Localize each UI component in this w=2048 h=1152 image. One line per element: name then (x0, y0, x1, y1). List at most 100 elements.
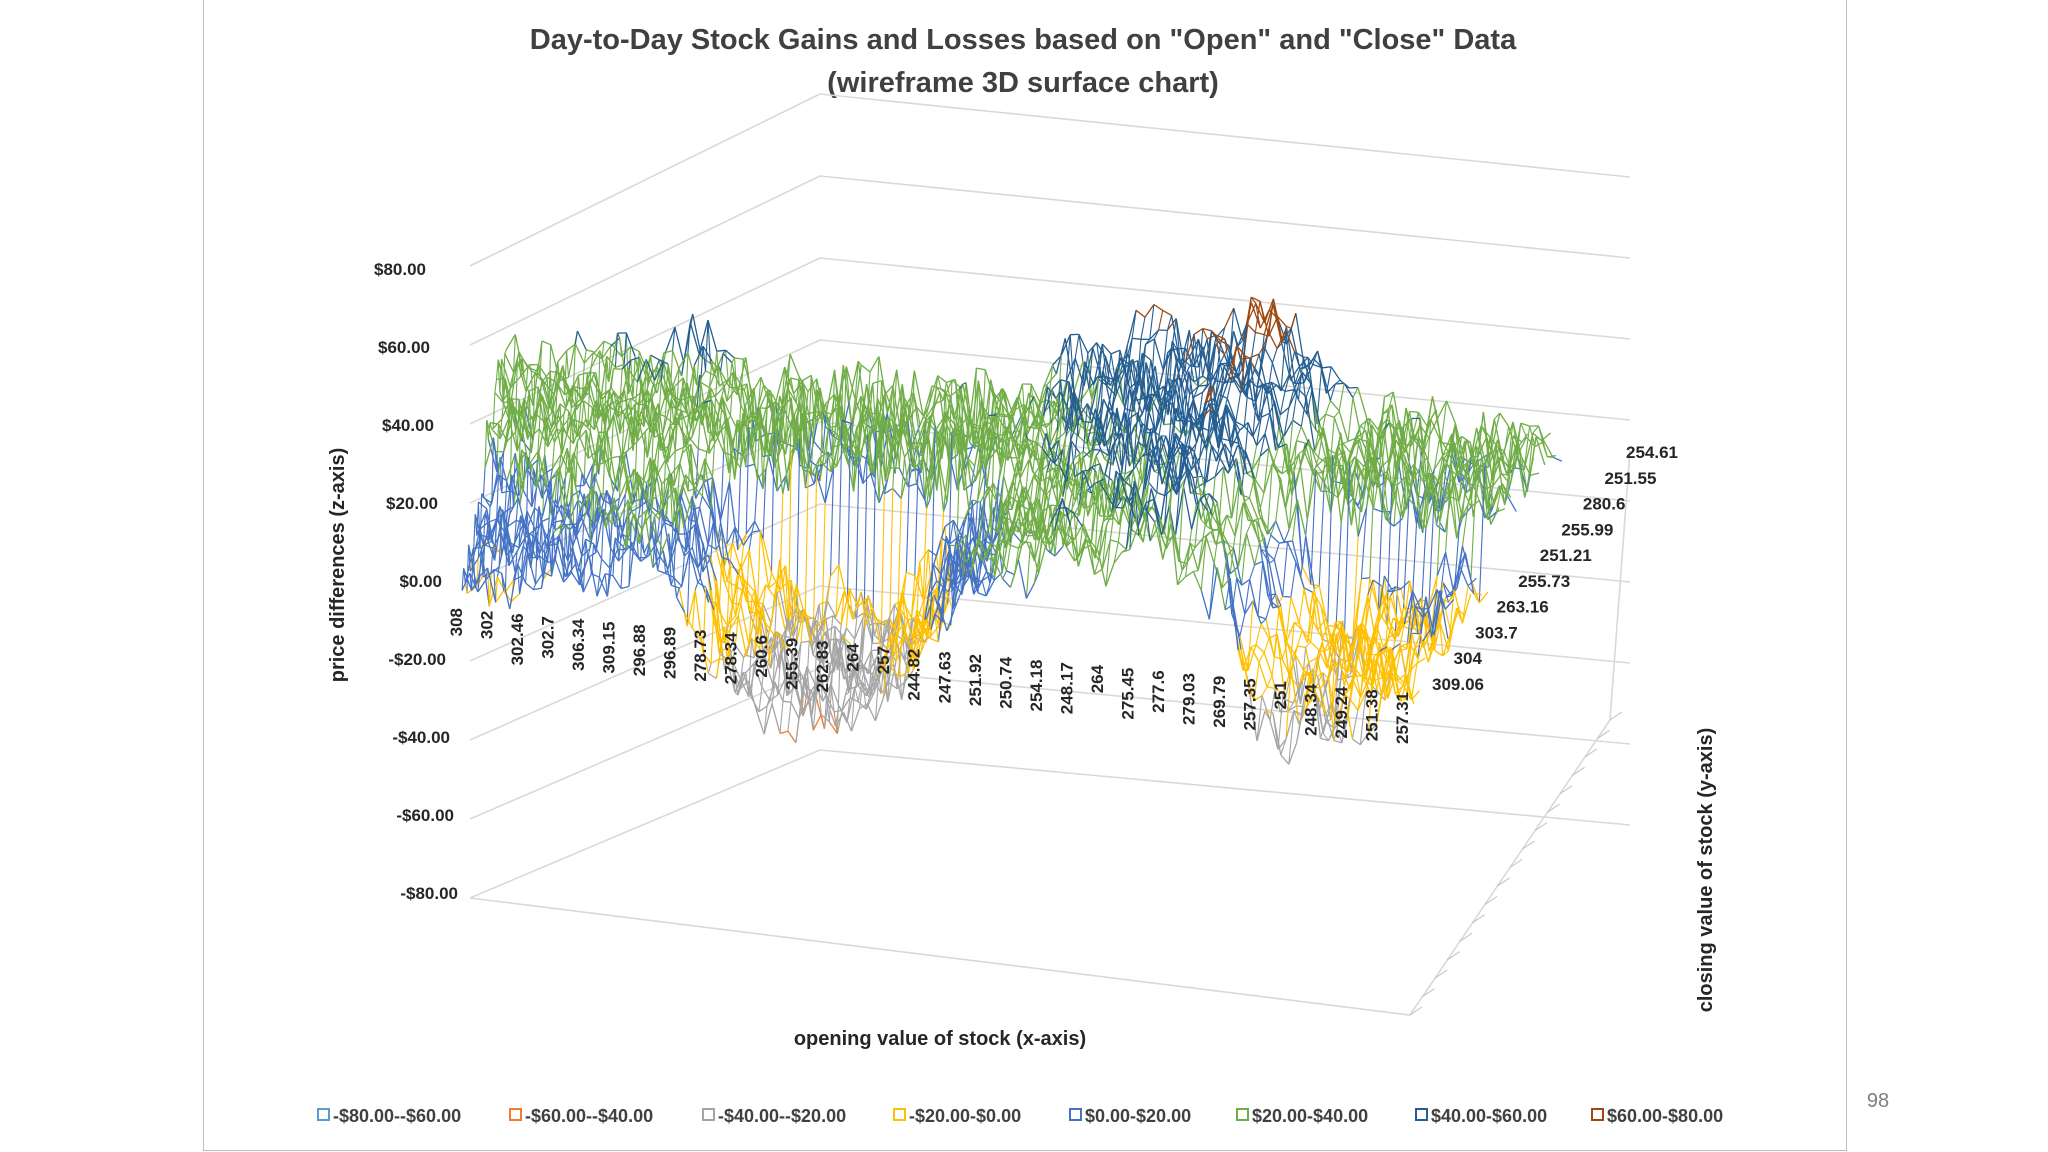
surface-segment (937, 432, 943, 457)
surface-segment (1413, 463, 1424, 533)
surface-segment (1298, 587, 1305, 624)
surface-segment (515, 497, 519, 521)
surface-segment (589, 432, 600, 490)
surface-segment (861, 419, 872, 474)
surface-segment (556, 372, 560, 383)
surface-segment (1458, 462, 1469, 501)
surface-segment (619, 369, 630, 405)
surface-segment (909, 463, 919, 467)
surface-segment (525, 415, 535, 423)
surface-segment (1184, 334, 1195, 362)
surface-segment (1350, 438, 1360, 452)
surface-segment (610, 414, 615, 458)
surface-segment (1405, 418, 1413, 510)
surface-segment (869, 356, 880, 373)
surface-segment (713, 397, 724, 429)
surface-segment (1120, 418, 1131, 477)
surface-segment (1215, 335, 1221, 365)
surface-segment (728, 419, 738, 473)
surface-segment (867, 430, 877, 436)
surface-segment (680, 322, 691, 377)
surface-segment (1487, 505, 1494, 520)
surface-segment (768, 572, 773, 589)
surface-segment (1019, 431, 1025, 478)
surface-segment (782, 579, 792, 588)
surface-segment (1378, 428, 1385, 477)
surface-segment (1051, 389, 1057, 399)
surface-segment (1470, 446, 1477, 508)
surface-segment (720, 527, 725, 567)
surface-segment (1231, 376, 1242, 394)
surface-segment (980, 421, 986, 470)
surface-segment (1032, 442, 1038, 473)
surface-segment (499, 358, 503, 392)
surface-segment (705, 430, 716, 452)
surface-segment (1069, 334, 1075, 393)
surface-segment (1156, 435, 1162, 493)
surface-segment (1093, 343, 1104, 386)
surface-segment (787, 397, 792, 420)
surface-segment (808, 624, 818, 642)
surface-segment (627, 416, 632, 451)
surface-segment (991, 422, 1002, 467)
surface-segment (819, 451, 829, 459)
surface-segment (504, 353, 515, 373)
surface-segment (1266, 463, 1273, 535)
surface-segment (656, 459, 667, 475)
surface-segment (1176, 347, 1186, 350)
surface-segment (597, 350, 601, 421)
surface-segment (1388, 522, 1395, 527)
surface-segment (920, 442, 926, 501)
surface-segment (1230, 478, 1241, 519)
surface-segment (497, 506, 501, 518)
surface-segment (1244, 500, 1254, 522)
surface-segment (1050, 459, 1060, 468)
surface-segment (1495, 483, 1503, 513)
surface-segment (845, 366, 850, 402)
surface-segment (610, 492, 614, 505)
surface-segment (1145, 451, 1155, 472)
surface-segment (996, 498, 1002, 533)
surface-segment (849, 423, 855, 492)
surface-segment (1012, 480, 1022, 507)
surface-segment (1284, 373, 1291, 392)
surface-segment (1193, 391, 1203, 398)
surface-segment (775, 366, 786, 402)
surface-segment (784, 617, 789, 649)
surface-segment (1105, 376, 1111, 386)
surface-segment (851, 399, 856, 422)
surface-segment (1228, 331, 1235, 367)
surface-segment (1025, 404, 1031, 438)
surface-segment (745, 463, 755, 468)
surface-segment (1060, 379, 1066, 421)
surface-segment (1270, 387, 1277, 451)
surface-segment (1173, 443, 1183, 457)
surface-segment (759, 615, 764, 654)
surface-segment (824, 467, 835, 504)
surface-segment (848, 361, 859, 402)
surface-segment (885, 604, 896, 626)
surface-segment (1337, 478, 1347, 498)
surface-segment (1293, 622, 1303, 631)
surface-segment (549, 414, 559, 432)
surface-segment (1257, 385, 1267, 389)
surface-segment (1405, 476, 1412, 489)
surface-segment (993, 431, 999, 448)
surface-segment (1011, 477, 1022, 510)
surface-segment (731, 455, 736, 480)
surface-segment (1397, 457, 1408, 510)
surface-segment (748, 427, 759, 480)
surface-segment (1129, 440, 1139, 463)
surface-segment (706, 387, 710, 399)
surface-segment (656, 359, 660, 366)
surface-segment (1003, 442, 1009, 477)
surface-segment (1445, 400, 1457, 424)
surface-segment (1083, 449, 1093, 458)
floor-tick (1472, 914, 1485, 924)
surface-segment (614, 483, 619, 492)
surface-segment (658, 483, 663, 520)
surface-segment (759, 530, 770, 589)
surface-segment (1281, 467, 1291, 475)
surface-segment (993, 431, 1004, 444)
surface-segment (573, 452, 583, 474)
